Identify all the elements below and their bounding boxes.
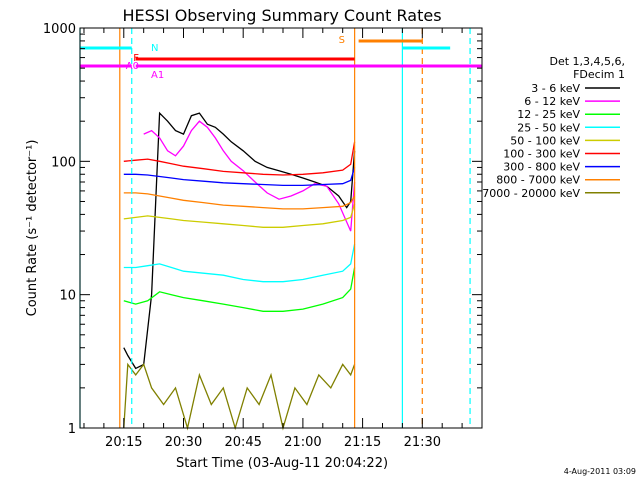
legend-header-line-1: Det 1,3,4,5,6, (549, 55, 625, 68)
flag-label-s: S (339, 35, 345, 46)
legend-label-6: 100 - 300 keV (503, 148, 580, 161)
flag-label-a0: A0 (126, 61, 139, 72)
flag-bars-layer: N FA0 A1 S (80, 35, 482, 81)
y-tick-label-1: 1 (68, 422, 76, 437)
x-tick-label-6: 21:30 (404, 435, 441, 450)
legend-label-1: 3 - 6 keV (531, 82, 580, 95)
plot-frame (79, 27, 483, 429)
legend-label-4: 25 - 50 keV (517, 121, 580, 134)
series-line-8 (123, 192, 356, 210)
flag-label-n: N (151, 43, 158, 54)
series-line-3 (123, 267, 356, 312)
flag-label-a1: A1 (151, 70, 164, 81)
legend-label-2: 6 - 12 keV (524, 95, 580, 108)
x-tick-label-1: 20:15 (105, 435, 142, 450)
series-line-5 (123, 203, 356, 228)
chart-title: HESSI Observing Summary Count Rates (122, 6, 441, 25)
series-line-7 (123, 167, 356, 187)
y-tick-label-2: 10 (59, 289, 76, 304)
legend-label-9: 7000 - 20000 keV (482, 187, 580, 200)
y-tick-label-4: 1000 (43, 22, 76, 37)
y-axis: 1 10 100 1000 (43, 22, 482, 437)
x-tick-label-3: 20:45 (224, 435, 261, 450)
legend-label-7: 300 - 800 keV (503, 161, 580, 174)
y-tick-label-3: 100 (51, 155, 76, 170)
x-tick-label-5: 21:15 (344, 435, 381, 450)
series-line-4 (123, 243, 356, 283)
x-axis-label: Start Time (03-Aug-11 20:04:22) (176, 456, 388, 471)
legend-label-3: 12 - 25 keV (517, 108, 580, 121)
legend-header-line-2: FDecim 1 (573, 68, 625, 81)
footer-date: 4-Aug-2011 03:09 (564, 467, 636, 476)
legend-label-8: 800 - 7000 keV (496, 174, 580, 187)
legend-label-5: 50 - 100 keV (510, 134, 580, 147)
x-tick-label-2: 20:30 (165, 435, 202, 450)
flag-label-f: F (133, 53, 139, 64)
series-line-6 (123, 141, 356, 176)
y-axis-label: Count Rate (s⁻¹ detector⁻¹) (25, 140, 40, 317)
x-axis: 20:15 20:30 20:45 21:00 21:15 21:30 (83, 28, 463, 450)
x-tick-label-4: 21:00 (284, 435, 321, 450)
